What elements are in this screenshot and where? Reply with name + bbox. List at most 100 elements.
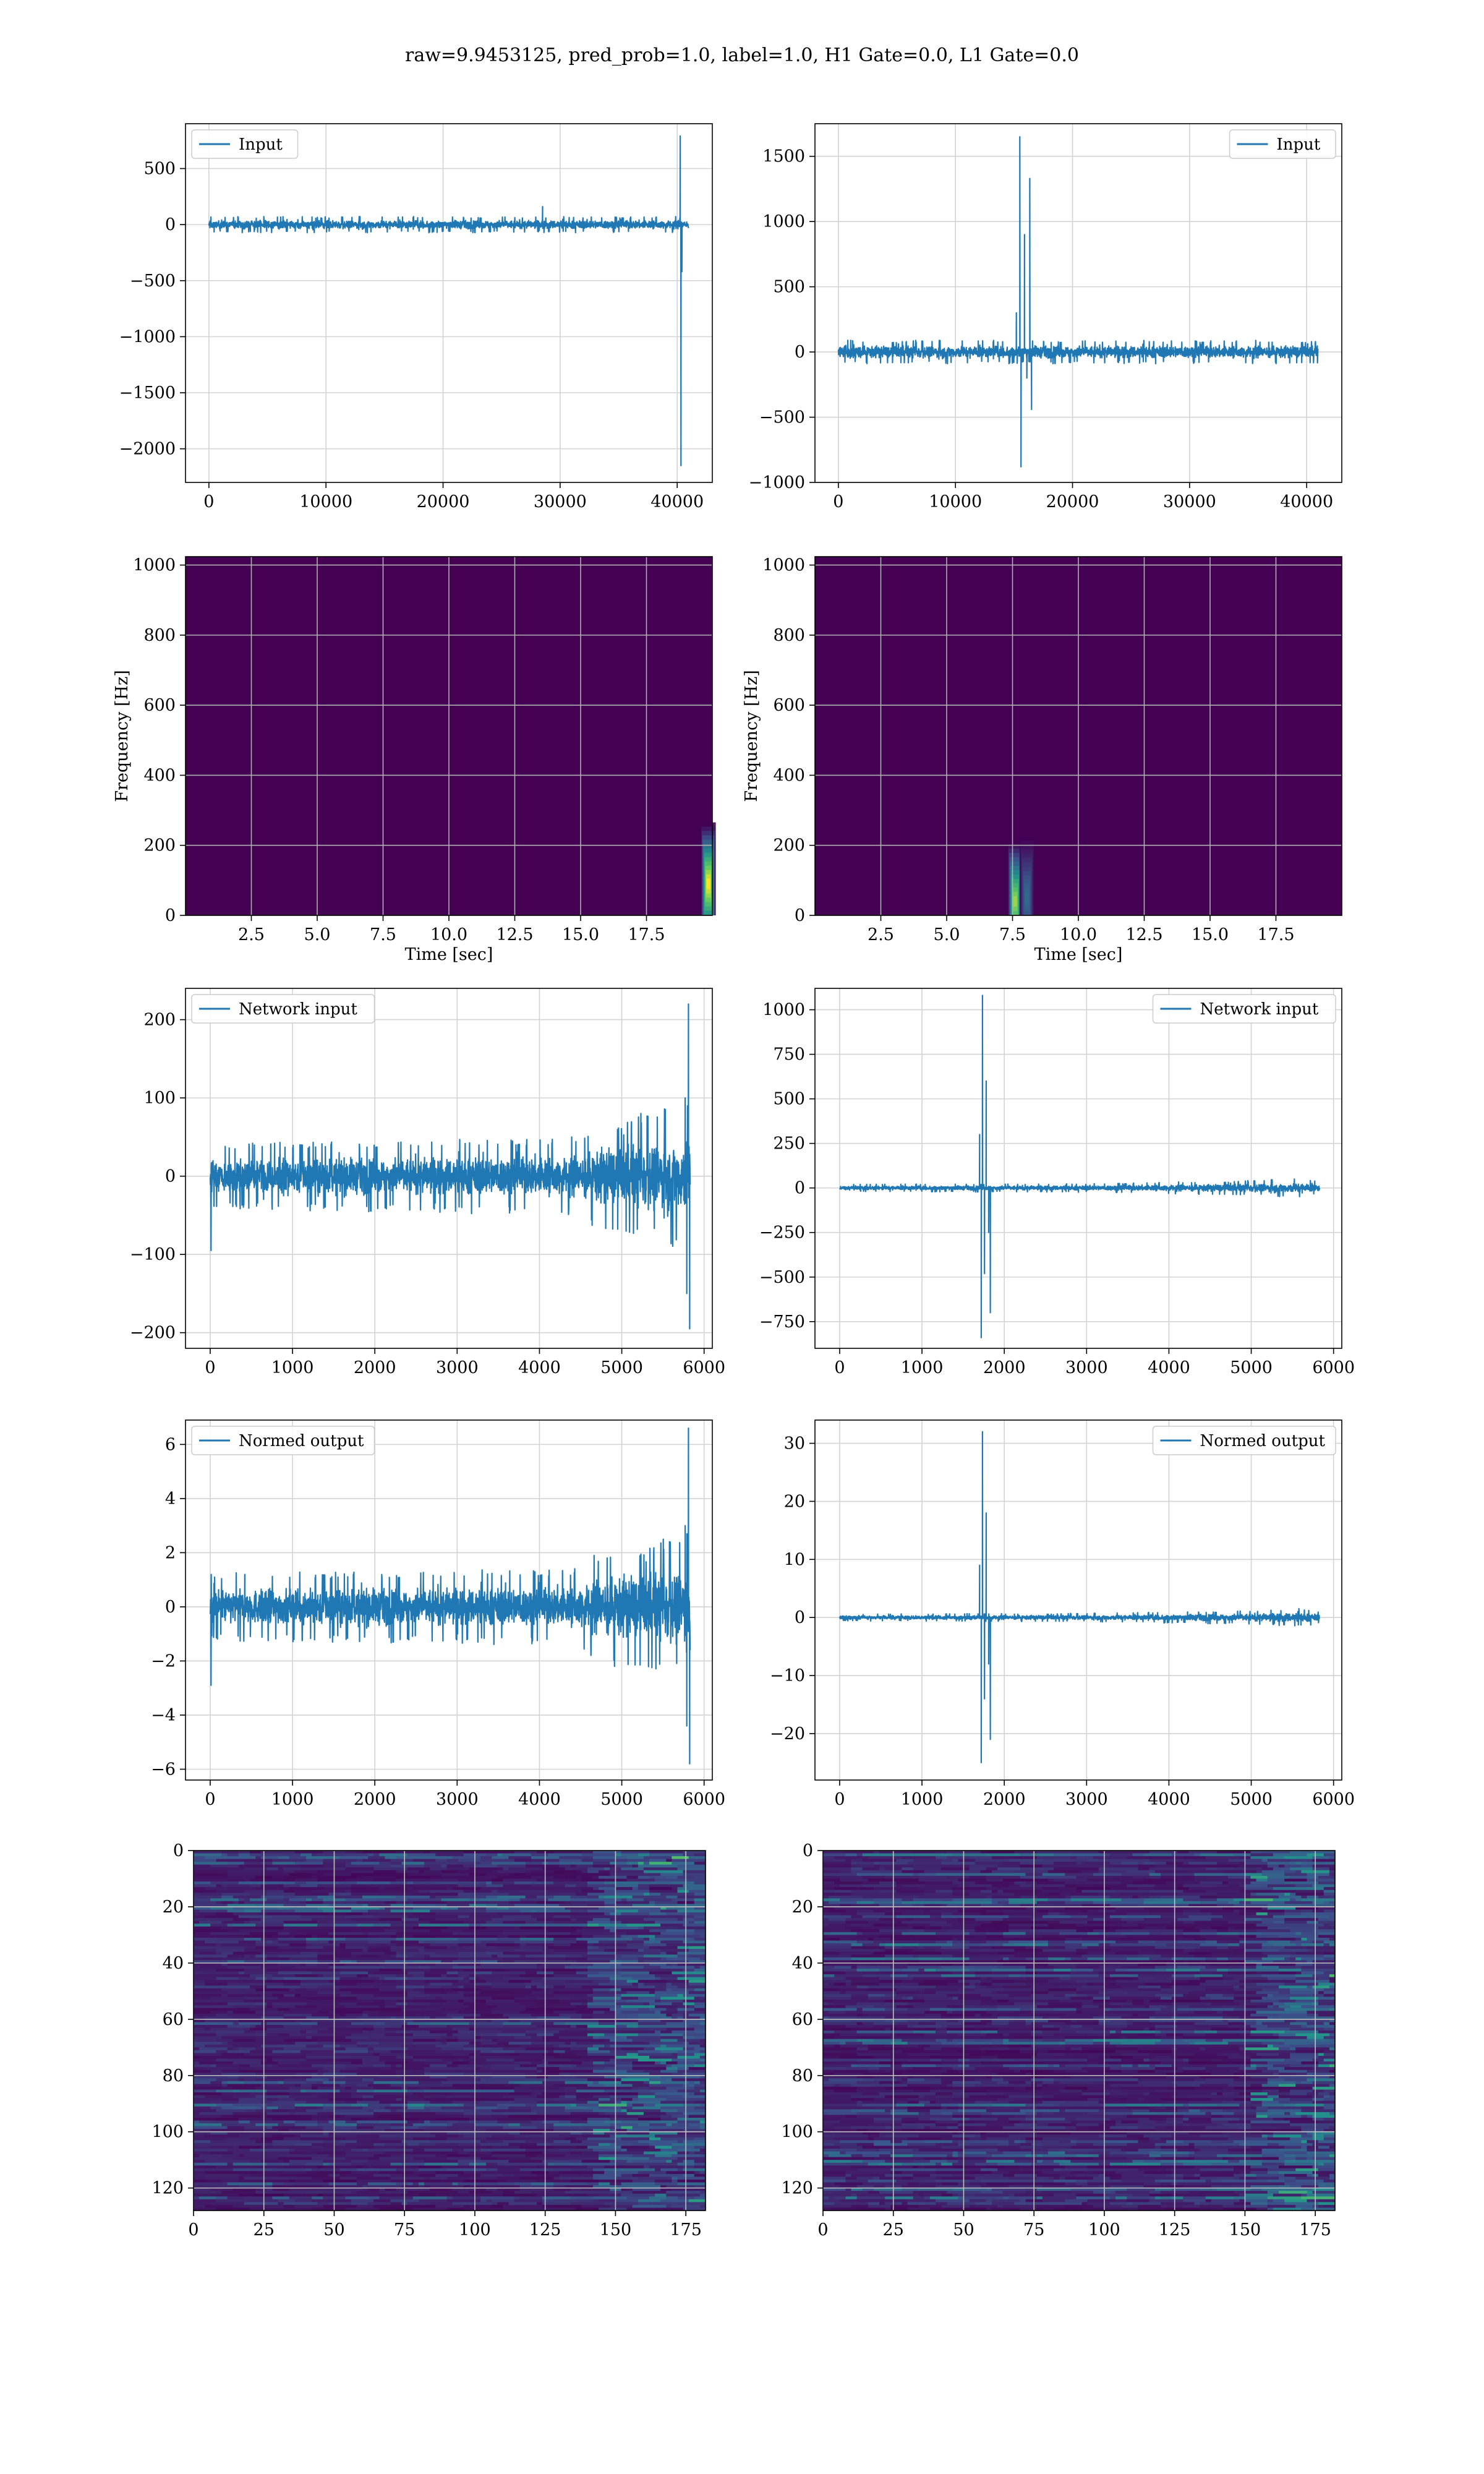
feature-cell: [486, 1853, 498, 1857]
feature-cell: [823, 1940, 858, 1944]
feature-cell: [401, 2081, 419, 2084]
feature-cell: [379, 2188, 385, 2191]
feature-cell: [244, 2078, 256, 2082]
feature-cell: [615, 2055, 650, 2059]
feature-cell: [581, 1878, 605, 1882]
feature-cell: [621, 2098, 633, 2102]
feature-cell: [621, 2137, 650, 2141]
feature-cell: [902, 1932, 936, 1935]
feature-cell: [559, 2134, 571, 2138]
feature-cell: [419, 1971, 425, 1975]
feature-cell: [379, 2207, 414, 2211]
feature-cell: [1143, 1878, 1178, 1882]
feature-cell: [694, 2081, 701, 2084]
feature-cell: [626, 1878, 655, 1882]
feature-cell: [250, 1893, 267, 1896]
feature-cell: [452, 2202, 464, 2206]
feature-cell: [469, 1963, 475, 1966]
legend-box: [191, 1426, 375, 1455]
feature-cell: [356, 2202, 369, 2206]
feature-cell: [238, 2146, 262, 2149]
feature-cell: [688, 2024, 706, 2028]
feature-cell: [458, 2031, 475, 2034]
feature-cell: [194, 1878, 228, 1882]
feature-cell: [194, 2095, 205, 2099]
feature-cell: [974, 1862, 1004, 1865]
feature-cell: [474, 2188, 487, 2191]
feature-cell: [1200, 1929, 1217, 1933]
feature-cell: [537, 1957, 560, 1961]
feature-cell: [1110, 1957, 1127, 1961]
feature-cell: [407, 2100, 430, 2104]
feature-cell: [339, 2100, 346, 2104]
feature-cell: [576, 1926, 582, 1930]
feature-cell: [1076, 1884, 1094, 1888]
feature-cell: [469, 2027, 475, 2031]
feature-cell: [221, 1943, 256, 1947]
feature-cell: [688, 1890, 706, 1893]
feature-cell: [537, 2118, 571, 2121]
feature-cell: [632, 1951, 661, 1955]
feature-cell: [1081, 1862, 1105, 1865]
feature-cell: [683, 1884, 706, 1888]
feature-cell: [537, 2126, 548, 2129]
feature-cell: [610, 1870, 644, 1873]
feature-cell: [351, 2199, 374, 2202]
feature-cell: [463, 2202, 492, 2206]
feature-cell: [345, 2151, 374, 2155]
feature-cell: [1036, 1904, 1054, 1907]
feature-cell: [1031, 1884, 1065, 1888]
feature-cell: [683, 2095, 701, 2099]
feature-cell: [480, 1977, 503, 1980]
feature-cell: [385, 1929, 397, 1933]
feature-cell: [294, 1974, 318, 1978]
feature-cell: [272, 2002, 307, 2006]
feature-cell: [1228, 1875, 1252, 1879]
feature-cell: [823, 1890, 835, 1893]
feature-cell: [666, 2193, 701, 2197]
feature-cell: [194, 2104, 216, 2107]
feature-cell: [1127, 1969, 1156, 1972]
feature-cell: [570, 2151, 582, 2155]
feature-cell: [267, 1980, 301, 1984]
feature-cell: [261, 1993, 273, 1997]
feature-cell: [216, 2109, 245, 2113]
feature-cell: [435, 2033, 448, 2037]
feature-cell: [306, 2031, 312, 2034]
feature-cell: [407, 1966, 419, 1969]
feature-cell: [1054, 1875, 1071, 1879]
feature-cell: [441, 2011, 459, 2014]
feature-cell: [323, 2044, 341, 2048]
feature-cell: [373, 2131, 397, 2135]
feature-cell: [210, 2106, 223, 2110]
feature-cell: [194, 1859, 216, 1862]
feature-cell: [334, 2162, 352, 2166]
feature-cell: [194, 2123, 223, 2127]
feature-cell: [379, 2005, 385, 2009]
feature-cell: [1329, 1873, 1336, 1877]
feature-cell: [419, 2185, 425, 2189]
feature-cell: [952, 1940, 970, 1944]
feature-cell: [424, 2185, 430, 2189]
feature-cell: [390, 2177, 425, 2180]
feature-cell: [458, 1881, 487, 1885]
feature-cell: [300, 2115, 312, 2118]
feature-cell: [1323, 1957, 1336, 1961]
feature-cell: [1183, 1856, 1206, 1860]
feature-cell: [896, 1887, 919, 1891]
feature-cell: [570, 2002, 582, 2006]
feature-cell: [469, 2061, 487, 2065]
feature-cell: [997, 1966, 1026, 1969]
feature-cell: [480, 2078, 487, 2082]
feature-cell: [401, 1957, 425, 1961]
feature-cell: [1081, 1909, 1088, 1913]
feature-cell: [446, 2115, 464, 2118]
x-tick-label: 20000: [1046, 492, 1099, 511]
feature-cell: [272, 1993, 284, 1997]
feature-cell: [969, 1884, 992, 1888]
feature-cell: [559, 2171, 582, 2175]
feature-cell: [1312, 1960, 1336, 1964]
feature-cell: [194, 1963, 223, 1966]
feature-cell: [699, 1859, 706, 1862]
feature-cell: [278, 2081, 284, 2084]
